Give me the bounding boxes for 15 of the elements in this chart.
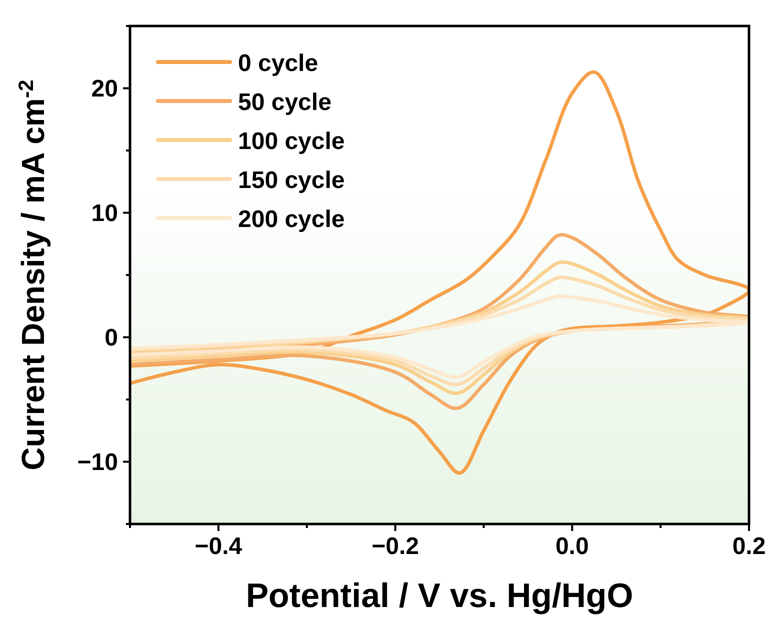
x-tick-label: 0.2 (732, 533, 766, 560)
x-tick-label: −0.2 (372, 533, 419, 560)
x-axis-title: Potential / V vs. Hg/HgO (246, 577, 634, 615)
legend-label: 150 cycle (238, 167, 345, 194)
y-tick-label: 0 (104, 324, 118, 352)
y-tick-label: 20 (91, 75, 118, 102)
legend-label: 50 cycle (238, 89, 332, 116)
line-series (130, 294, 749, 379)
x-tick-label: −0.4 (194, 533, 243, 560)
x-tick-label: 0.0 (555, 533, 589, 560)
legend-label: 100 cycle (238, 128, 345, 155)
legend-label: 0 cycle (238, 50, 318, 77)
legend-label: 200 cycle (238, 206, 345, 233)
y-tick-label: −10 (77, 448, 118, 476)
y-tick-label: 10 (91, 200, 118, 227)
